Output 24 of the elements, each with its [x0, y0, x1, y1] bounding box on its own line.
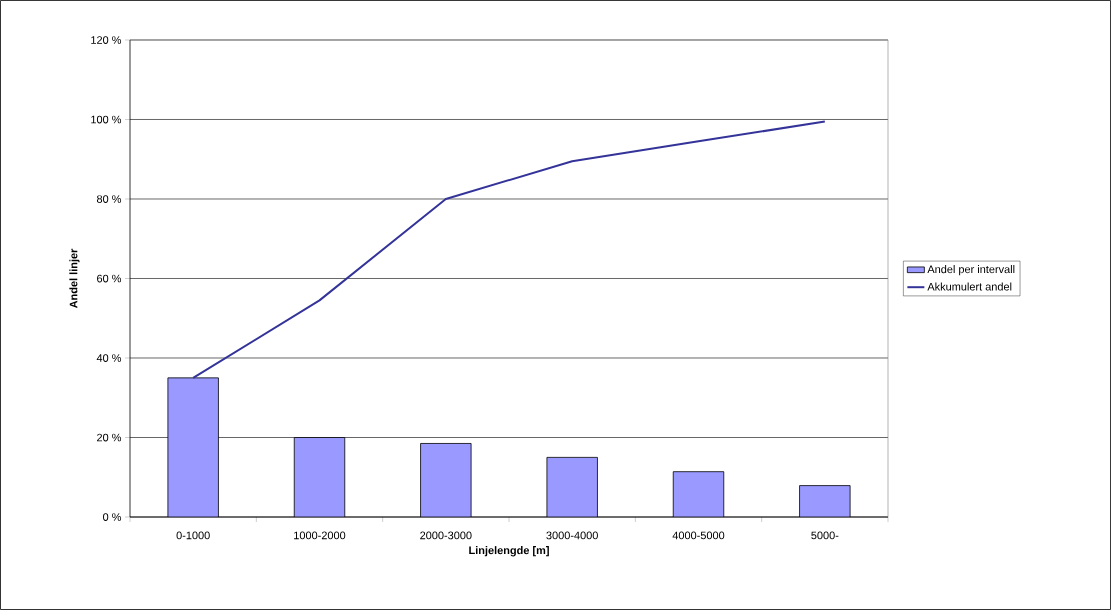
- x-tick-label: 5000-: [811, 531, 839, 540]
- bar: [294, 437, 345, 517]
- x-tick-label: 4000-5000: [672, 531, 725, 540]
- y-tick-label: 20 %: [97, 433, 122, 442]
- bar: [799, 485, 851, 517]
- bar: [167, 377, 219, 517]
- legend-label: Andel per intervall: [927, 265, 1015, 276]
- y-tick-label: 0 %: [103, 513, 122, 521]
- y-tick-label: 60 %: [97, 274, 122, 283]
- x-tick-label: 3000-4000: [546, 531, 598, 540]
- y-tick-label: 40 %: [96, 354, 122, 362]
- x-tick-label: 1000-2000: [294, 531, 346, 540]
- x-tick-label: 2000-3000: [420, 531, 472, 540]
- y-tick-label: 80 %: [96, 195, 122, 203]
- x-axis-title: Linjelengde [m]: [469, 546, 549, 557]
- y-tick-label: 100 %: [91, 115, 122, 124]
- legend-label: Akkumulert andel: [927, 282, 1012, 291]
- bar: [673, 471, 724, 517]
- y-tick-label: 120 %: [91, 36, 122, 44]
- y-axis-title: Andel linjer: [69, 248, 80, 309]
- x-tick-label: 0-1000: [176, 531, 210, 540]
- bar: [546, 457, 598, 517]
- bar: [420, 443, 472, 517]
- line-series: [192, 120, 826, 379]
